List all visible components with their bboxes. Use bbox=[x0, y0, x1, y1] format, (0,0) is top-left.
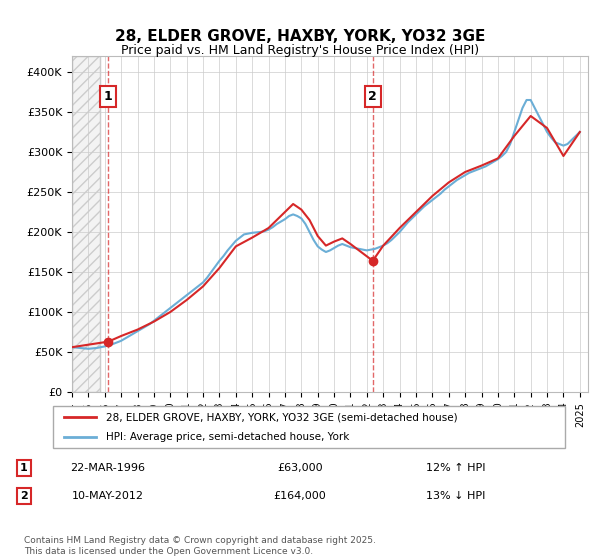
Text: HPI: Average price, semi-detached house, York: HPI: Average price, semi-detached house,… bbox=[106, 432, 349, 442]
Text: £63,000: £63,000 bbox=[277, 463, 323, 473]
Text: 13% ↓ HPI: 13% ↓ HPI bbox=[427, 491, 485, 501]
Text: 2: 2 bbox=[20, 491, 28, 501]
Text: Contains HM Land Registry data © Crown copyright and database right 2025.
This d: Contains HM Land Registry data © Crown c… bbox=[24, 536, 376, 556]
Text: 22-MAR-1996: 22-MAR-1996 bbox=[71, 463, 146, 473]
FancyBboxPatch shape bbox=[53, 405, 565, 449]
Bar bbox=[72, 56, 100, 392]
Text: 1: 1 bbox=[20, 463, 28, 473]
Text: £164,000: £164,000 bbox=[274, 491, 326, 501]
Text: 28, ELDER GROVE, HAXBY, YORK, YO32 3GE (semi-detached house): 28, ELDER GROVE, HAXBY, YORK, YO32 3GE (… bbox=[106, 413, 458, 422]
Text: 1: 1 bbox=[104, 90, 113, 103]
Bar bbox=[72, 56, 100, 392]
Text: Price paid vs. HM Land Registry's House Price Index (HPI): Price paid vs. HM Land Registry's House … bbox=[121, 44, 479, 57]
Text: 28, ELDER GROVE, HAXBY, YORK, YO32 3GE: 28, ELDER GROVE, HAXBY, YORK, YO32 3GE bbox=[115, 29, 485, 44]
Text: 10-MAY-2012: 10-MAY-2012 bbox=[72, 491, 144, 501]
Text: 2: 2 bbox=[368, 90, 377, 103]
Text: 12% ↑ HPI: 12% ↑ HPI bbox=[426, 463, 486, 473]
